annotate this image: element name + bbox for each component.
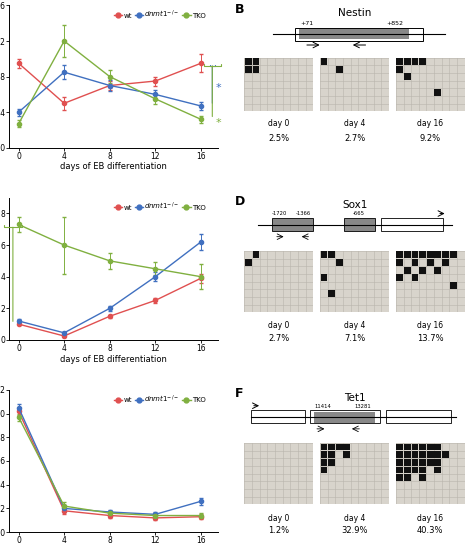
Text: 40.3%: 40.3% — [417, 527, 444, 535]
Text: day 4: day 4 — [344, 514, 365, 522]
Text: day 4: day 4 — [344, 119, 365, 128]
Text: 1.2%: 1.2% — [268, 527, 290, 535]
Legend: wt, $dnmt1^{-/-}$, TKO: wt, $dnmt1^{-/-}$, TKO — [111, 198, 209, 215]
Text: Nestin: Nestin — [338, 8, 371, 18]
Text: 7.1%: 7.1% — [344, 334, 365, 343]
Text: 2.5%: 2.5% — [268, 134, 290, 143]
Text: day 0: day 0 — [268, 514, 290, 522]
Text: B: B — [235, 3, 245, 16]
Text: *: * — [216, 83, 221, 93]
Legend: wt, $dnmt1^{-/-}$, TKO: wt, $dnmt1^{-/-}$, TKO — [111, 6, 209, 23]
X-axis label: days of EB differentiation: days of EB differentiation — [60, 355, 167, 363]
Text: 2.7%: 2.7% — [268, 334, 290, 343]
Text: 32.9%: 32.9% — [341, 527, 368, 535]
Text: 2.7%: 2.7% — [344, 134, 365, 143]
Text: day 16: day 16 — [417, 321, 443, 331]
Text: day 0: day 0 — [268, 321, 290, 331]
Text: 13.7%: 13.7% — [417, 334, 444, 343]
Text: day 4: day 4 — [344, 321, 365, 331]
Text: Tet1: Tet1 — [344, 393, 365, 402]
X-axis label: days of EB differentiation: days of EB differentiation — [60, 162, 167, 172]
Text: 9.2%: 9.2% — [419, 134, 441, 143]
Text: F: F — [235, 387, 244, 400]
Text: day 0: day 0 — [268, 119, 290, 128]
Text: D: D — [235, 195, 246, 208]
Text: Sox1: Sox1 — [342, 200, 367, 211]
Text: *: * — [216, 118, 221, 128]
Legend: wt, $dnmt1^{-/-}$, TKO: wt, $dnmt1^{-/-}$, TKO — [111, 390, 209, 407]
Text: day 16: day 16 — [417, 514, 443, 522]
Text: day 16: day 16 — [417, 119, 443, 128]
